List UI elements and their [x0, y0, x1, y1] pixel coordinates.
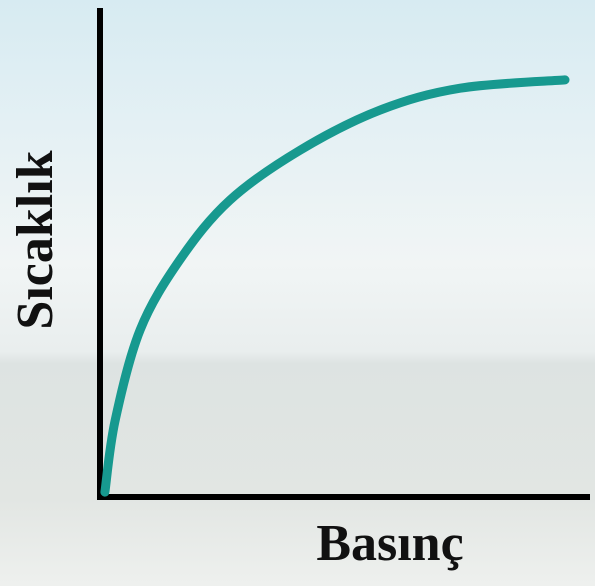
- page: {"chart_data": {"type": "line", "x_label…: [0, 0, 595, 586]
- x-axis-label: Basınç: [316, 515, 463, 572]
- chart: Basınç Sıcaklık: [0, 0, 595, 586]
- y-axis-label: Sıcaklık: [7, 150, 64, 329]
